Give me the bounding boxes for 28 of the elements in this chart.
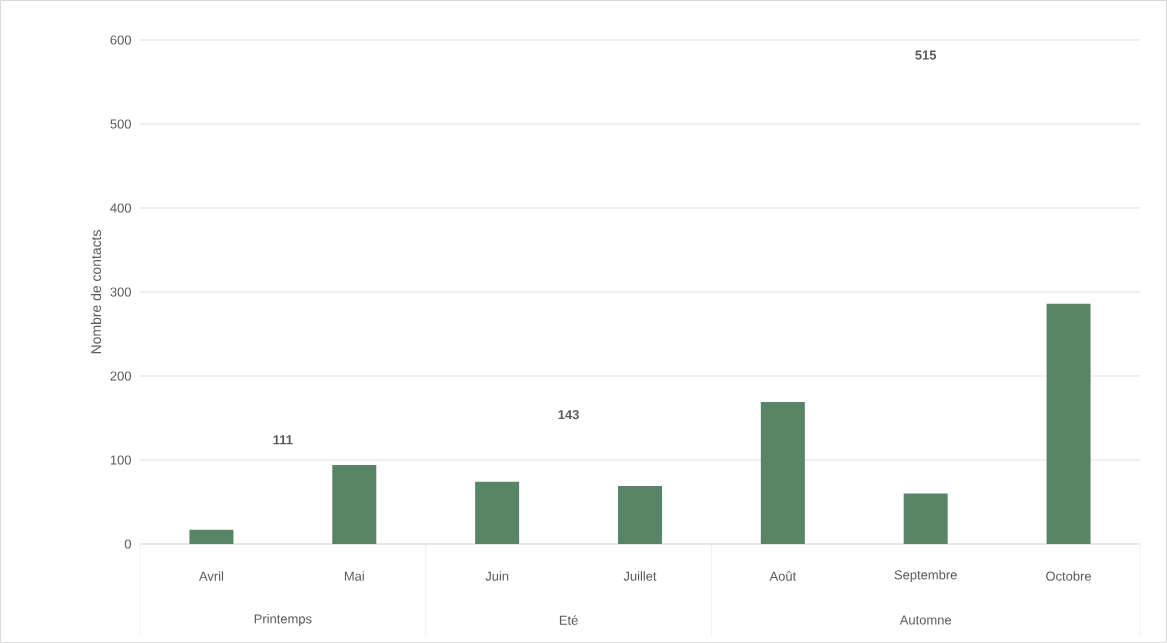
bar: [332, 465, 377, 544]
y-tick-label: 100: [110, 455, 131, 465]
y-axis-title: Nombre de contacts: [90, 230, 102, 354]
bar: [617, 486, 662, 544]
text: Automne: [899, 615, 952, 625]
x-tick-label: Septembre: [894, 569, 957, 583]
x-tick-label: Mai: [344, 571, 364, 581]
x-tick-label: Juin: [485, 571, 509, 581]
y-tick-label: 300: [110, 287, 131, 297]
x-tick-label: Août: [769, 571, 797, 581]
y-tick-label: 600: [110, 35, 131, 45]
annotation: 515: [915, 50, 937, 60]
annotation: 111: [273, 435, 293, 445]
text: Printemps: [254, 613, 312, 627]
x-tick-label: Avril: [198, 571, 224, 581]
bar: [760, 402, 805, 544]
bar: [475, 481, 520, 544]
y-tick-label: 200: [110, 371, 131, 381]
text: Eté: [559, 615, 578, 625]
y-tick-label: 0: [124, 539, 131, 549]
bar: [1046, 303, 1091, 544]
x-tick-label: Juillet: [623, 571, 657, 581]
bar: [903, 493, 948, 544]
annotation: 143: [558, 410, 579, 420]
bar: [189, 529, 234, 544]
y-tick-label: 400: [110, 203, 131, 213]
x-tick-label: Octobre: [1046, 571, 1091, 581]
y-tick-label: 500: [110, 119, 131, 129]
